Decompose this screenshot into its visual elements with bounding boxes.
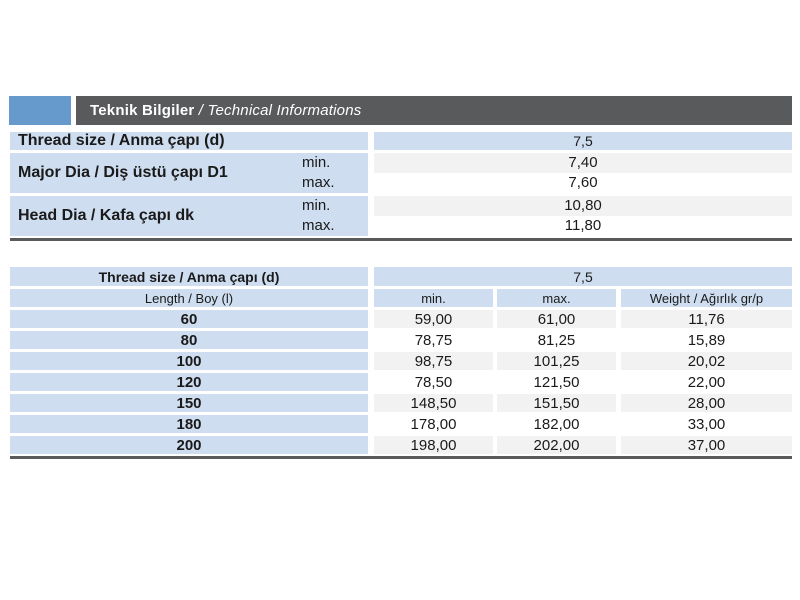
size-table-bottom-border xyxy=(10,456,792,459)
table-row: 200 198,00 202,00 37,00 xyxy=(10,436,792,454)
spec-table-bottom-border xyxy=(10,238,792,241)
weight-cell: 33,00 xyxy=(621,415,792,433)
table-row: 60 59,00 61,00 11,76 xyxy=(10,310,792,328)
thread-size-value: 7,5 xyxy=(374,132,792,150)
head-dia-min-value: 10,80 xyxy=(374,196,792,216)
min-column-header: min. xyxy=(374,289,493,307)
max-cell: 81,25 xyxy=(497,331,616,349)
length-cell: 200 xyxy=(10,436,368,454)
max-cell: 151,50 xyxy=(497,394,616,412)
accent-blue-block xyxy=(9,96,71,125)
length-column-header: Length / Boy (l) xyxy=(10,289,368,307)
weight-cell: 22,00 xyxy=(621,373,792,391)
spec-table: Thread size / Anma çapı (d) 7,5 Major Di… xyxy=(10,132,792,241)
weight-cell: 28,00 xyxy=(621,394,792,412)
max-column-header: max. xyxy=(497,289,616,307)
weight-cell: 15,89 xyxy=(621,331,792,349)
table-row: 100 98,75 101,25 20,02 xyxy=(10,352,792,370)
thread-size-label: Thread size / Anma çapı (d) xyxy=(10,132,368,150)
min-cell: 178,00 xyxy=(374,415,493,433)
thread-size-row: Thread size / Anma çapı (d) 7,5 xyxy=(10,132,792,150)
table-row: 80 78,75 81,25 15,89 xyxy=(10,331,792,349)
weight-cell: 20,02 xyxy=(621,352,792,370)
head-dia-max-label: max. xyxy=(302,217,335,234)
size-thread-size-value: 7,5 xyxy=(374,267,792,286)
weight-column-header: Weight / Ağırlık gr/p xyxy=(621,289,792,307)
max-cell: 202,00 xyxy=(497,436,616,454)
head-dia-max-value: 11,80 xyxy=(374,216,792,236)
major-dia-label: Major Dia / Diş üstü çapı D1 xyxy=(18,164,228,181)
section-title-bar: Teknik Bilgiler / Technical Informations xyxy=(76,96,792,125)
min-cell: 78,75 xyxy=(374,331,493,349)
min-cell: 59,00 xyxy=(374,310,493,328)
major-dia-min-value: 7,40 xyxy=(374,153,792,173)
major-dia-max-value: 7,60 xyxy=(374,173,792,193)
length-cell: 100 xyxy=(10,352,368,370)
size-thread-size-label: Thread size / Anma çapı (d) xyxy=(10,267,368,286)
table-row: 120 78,50 121,50 22,00 xyxy=(10,373,792,391)
length-cell: 150 xyxy=(10,394,368,412)
min-cell: 198,00 xyxy=(374,436,493,454)
section-title-english: / Technical Informations xyxy=(194,102,362,119)
major-dia-row: Major Dia / Diş üstü çapı D1 min. max. 7… xyxy=(10,153,792,193)
head-dia-label: Head Dia / Kafa çapı dk xyxy=(18,207,195,224)
section-title-turkish: Teknik Bilgiler xyxy=(90,102,195,119)
min-cell: 148,50 xyxy=(374,394,493,412)
max-cell: 182,00 xyxy=(497,415,616,433)
length-cell: 180 xyxy=(10,415,368,433)
head-dia-min-label: min. xyxy=(302,197,331,214)
max-cell: 101,25 xyxy=(497,352,616,370)
length-cell: 60 xyxy=(10,310,368,328)
table-row: 150 148,50 151,50 28,00 xyxy=(10,394,792,412)
min-cell: 98,75 xyxy=(374,352,493,370)
major-dia-max-label: max. xyxy=(302,174,335,191)
size-table: Thread size / Anma çapı (d) 7,5 Length /… xyxy=(10,267,792,459)
head-dia-row: Head Dia / Kafa çapı dk min. max. 10,80 … xyxy=(10,196,792,236)
table-row: 180 178,00 182,00 33,00 xyxy=(10,415,792,433)
max-cell: 121,50 xyxy=(497,373,616,391)
min-cell: 78,50 xyxy=(374,373,493,391)
size-table-title-row: Thread size / Anma çapı (d) 7,5 xyxy=(10,267,792,286)
major-dia-min-label: min. xyxy=(302,154,331,171)
size-table-header-row: Length / Boy (l) min. max. Weight / Ağır… xyxy=(10,289,792,307)
weight-cell: 37,00 xyxy=(621,436,792,454)
length-cell: 80 xyxy=(10,331,368,349)
length-cell: 120 xyxy=(10,373,368,391)
max-cell: 61,00 xyxy=(497,310,616,328)
weight-cell: 11,76 xyxy=(621,310,792,328)
